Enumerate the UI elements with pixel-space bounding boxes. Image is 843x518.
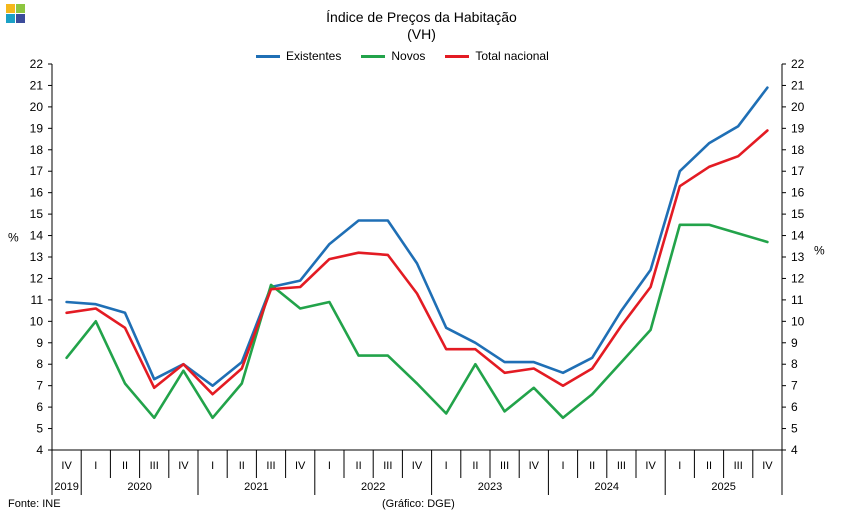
y-tick-label-left: 4 bbox=[36, 443, 43, 457]
chart-title-block: Índice de Preços da Habitação (VH) bbox=[0, 9, 843, 43]
x-tick-label-year: 2021 bbox=[244, 481, 268, 493]
x-tick-label-quarter: I bbox=[561, 460, 564, 472]
logo-square-4 bbox=[16, 14, 25, 23]
x-tick-label-quarter: II bbox=[122, 460, 128, 472]
x-tick-label-year: 2020 bbox=[127, 481, 151, 493]
x-tick-label-quarter: III bbox=[500, 460, 509, 472]
y-tick-label-right: 16 bbox=[791, 186, 805, 200]
y-tick-label-right: 11 bbox=[791, 293, 804, 307]
y-tick-label-right: 9 bbox=[791, 336, 798, 350]
y-tick-label-left: 7 bbox=[36, 379, 43, 393]
x-tick-label-quarter: III bbox=[383, 460, 392, 472]
x-tick-label-quarter: I bbox=[678, 460, 681, 472]
x-tick-label-quarter: II bbox=[472, 460, 478, 472]
legend-item-novos: Novos bbox=[361, 49, 425, 63]
chart-legend: Existentes Novos Total nacional bbox=[256, 49, 549, 63]
x-tick-label-year: 2023 bbox=[478, 481, 502, 493]
y-tick-label-left: 22 bbox=[30, 57, 44, 71]
x-tick-label-quarter: III bbox=[150, 460, 159, 472]
y-tick-label-right: 7 bbox=[791, 379, 798, 393]
footer-credit: (Gráfico: DGE) bbox=[382, 498, 455, 510]
y-tick-label-right: 13 bbox=[791, 250, 805, 264]
x-tick-label-quarter: II bbox=[706, 460, 712, 472]
legend-label-novos: Novos bbox=[391, 49, 426, 63]
y-tick-label-left: 12 bbox=[30, 271, 44, 285]
y-tick-label-right: 19 bbox=[791, 121, 805, 135]
y-tick-label-left: 19 bbox=[30, 121, 44, 135]
y-tick-label-right: 14 bbox=[791, 229, 805, 243]
x-tick-label-quarter: IV bbox=[645, 460, 656, 472]
y-tick-label-right: 12 bbox=[791, 271, 805, 285]
y-tick-label-left: 17 bbox=[30, 164, 44, 178]
footer-source: Fonte: INE bbox=[8, 498, 61, 510]
y-tick-label-left: 5 bbox=[36, 422, 43, 436]
x-tick-label-quarter: IV bbox=[762, 460, 773, 472]
y-tick-label-right: 20 bbox=[791, 100, 805, 114]
x-tick-label-quarter: II bbox=[589, 460, 595, 472]
x-tick-label-quarter: III bbox=[266, 460, 275, 472]
x-tick-label-quarter: IV bbox=[529, 460, 540, 472]
legend-swatch-novos bbox=[361, 54, 386, 58]
x-tick-label-quarter: II bbox=[239, 460, 245, 472]
y-tick-label-right: 8 bbox=[791, 357, 798, 371]
y-tick-label-left: 20 bbox=[30, 100, 44, 114]
y-tick-label-right: 15 bbox=[791, 207, 805, 221]
logo-square-1 bbox=[6, 4, 15, 13]
chart-subtitle: (VH) bbox=[407, 26, 436, 42]
series-line-novos bbox=[65, 223, 769, 420]
y-tick-label-left: 18 bbox=[30, 143, 44, 157]
chart-title: Índice de Preços da Habitação bbox=[326, 9, 517, 25]
series-line-total-nacional bbox=[65, 129, 769, 396]
y-tick-label-left: 6 bbox=[36, 400, 43, 414]
x-tick-label-year: 2022 bbox=[361, 481, 385, 493]
x-tick-label-quarter: IV bbox=[295, 460, 306, 472]
x-tick-label-year: 2025 bbox=[711, 481, 735, 493]
y-tick-label-right: 17 bbox=[791, 164, 805, 178]
y-tick-label-right: 18 bbox=[791, 143, 805, 157]
y-tick-label-left: 16 bbox=[30, 186, 44, 200]
y-tick-label-right: 10 bbox=[791, 314, 805, 328]
series-line-existentes bbox=[65, 86, 769, 388]
logo-square-2 bbox=[16, 4, 25, 13]
y-tick-label-left: 9 bbox=[36, 336, 43, 350]
x-tick-label-year: 2024 bbox=[595, 481, 619, 493]
x-tick-label-quarter: I bbox=[445, 460, 448, 472]
y-tick-label-right: 22 bbox=[791, 57, 805, 71]
y-axis-label-left: % bbox=[8, 231, 19, 245]
x-tick-label-quarter: II bbox=[356, 460, 362, 472]
legend-item-existentes: Existentes bbox=[256, 49, 341, 63]
dge-logo bbox=[6, 4, 26, 24]
x-tick-label-year: 2019 bbox=[54, 481, 78, 493]
x-tick-label-quarter: III bbox=[734, 460, 743, 472]
x-tick-label-quarter: IV bbox=[412, 460, 423, 472]
legend-label-total-nacional: Total nacional bbox=[475, 49, 549, 63]
y-axis-label-right: % bbox=[814, 244, 825, 258]
x-tick-label-quarter: IV bbox=[178, 460, 189, 472]
x-tick-label-quarter: I bbox=[328, 460, 331, 472]
y-tick-label-left: 8 bbox=[36, 357, 43, 371]
legend-label-existentes: Existentes bbox=[286, 49, 342, 63]
logo-square-3 bbox=[6, 14, 15, 23]
legend-swatch-existentes bbox=[256, 54, 280, 58]
y-tick-label-left: 21 bbox=[30, 78, 44, 92]
y-tick-label-right: 6 bbox=[791, 400, 798, 414]
legend-item-total-nacional: Total nacional bbox=[445, 49, 549, 63]
legend-swatch-total-nacional bbox=[445, 54, 470, 58]
x-tick-label-quarter: I bbox=[211, 460, 214, 472]
y-tick-label-left: 13 bbox=[30, 250, 44, 264]
x-tick-label-quarter: III bbox=[617, 460, 626, 472]
y-tick-label-right: 21 bbox=[791, 78, 805, 92]
y-tick-label-left: 10 bbox=[30, 314, 44, 328]
y-tick-label-left: 11 bbox=[31, 293, 44, 307]
x-tick-label-quarter: IV bbox=[61, 460, 72, 472]
y-tick-label-left: 15 bbox=[30, 207, 44, 221]
y-tick-label-right: 5 bbox=[791, 422, 798, 436]
y-tick-label-right: 4 bbox=[791, 443, 798, 457]
x-tick-label-quarter: I bbox=[94, 460, 97, 472]
y-tick-label-left: 14 bbox=[30, 229, 44, 243]
